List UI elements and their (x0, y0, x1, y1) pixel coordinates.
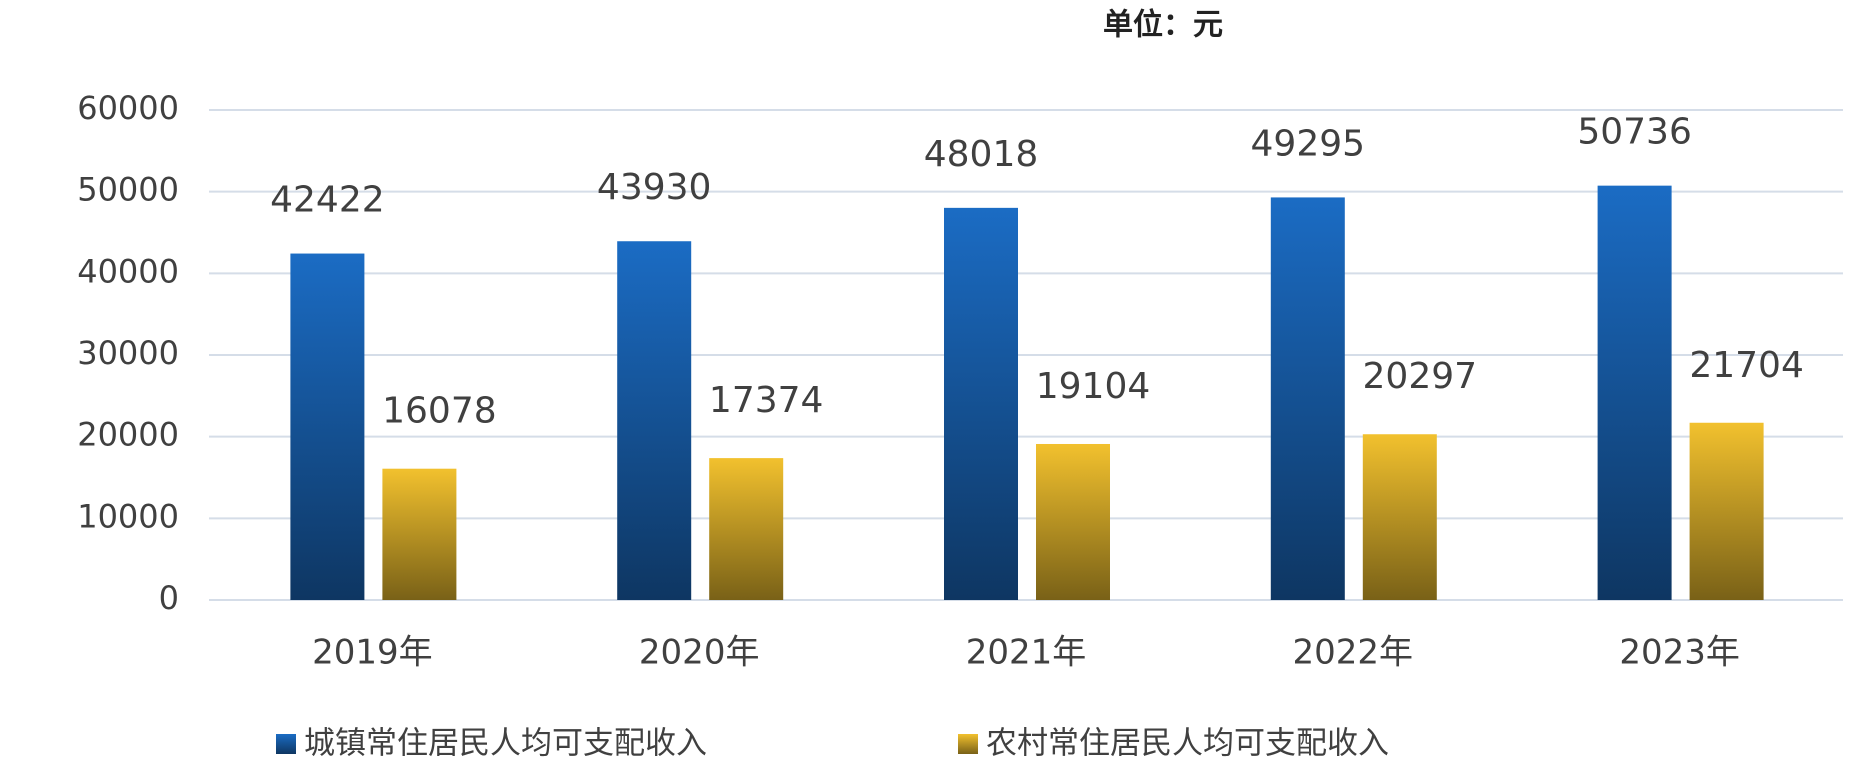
x-tick-label: 2022年 (1293, 633, 1414, 673)
legend-swatch (276, 734, 296, 754)
x-tick-label: 2023年 (1619, 633, 1740, 673)
bar (382, 468, 457, 600)
bar (1689, 422, 1764, 600)
bar (290, 253, 365, 601)
y-tick-label: 20000 (77, 416, 179, 454)
data-label: 20297 (1363, 356, 1478, 397)
data-label: 49295 (1251, 123, 1366, 164)
x-tick-label: 2021年 (966, 633, 1087, 673)
bar (1597, 185, 1672, 600)
legend-swatch (958, 734, 978, 754)
data-label: 42422 (270, 180, 385, 221)
data-label: 17374 (709, 380, 824, 421)
legend-label: 农村常住居民人均可支配收入 (986, 726, 1389, 762)
bar (1270, 197, 1345, 600)
y-tick-label: 30000 (77, 334, 179, 372)
y-tick-label: 0 (159, 579, 179, 617)
bar (944, 207, 1018, 600)
data-label: 43930 (597, 167, 712, 208)
bar (1036, 443, 1110, 600)
data-label: 50736 (1577, 112, 1692, 153)
bar (617, 241, 692, 600)
data-label: 19104 (1036, 366, 1151, 407)
bar (1362, 434, 1437, 600)
legend-label: 城镇常住居民人均可支配收入 (304, 726, 707, 762)
chart-title: 单位：元 (1103, 8, 1223, 43)
data-label: 21704 (1689, 345, 1804, 386)
y-tick-label: 40000 (77, 252, 179, 290)
y-tick-label: 10000 (77, 497, 179, 535)
data-label: 48018 (924, 134, 1039, 175)
y-tick-label: 60000 (77, 89, 179, 127)
bar (709, 458, 784, 600)
y-tick-label: 50000 (77, 171, 179, 209)
x-tick-label: 2019年 (312, 633, 433, 673)
data-label: 16078 (382, 391, 497, 432)
x-tick-label: 2020年 (639, 633, 760, 673)
